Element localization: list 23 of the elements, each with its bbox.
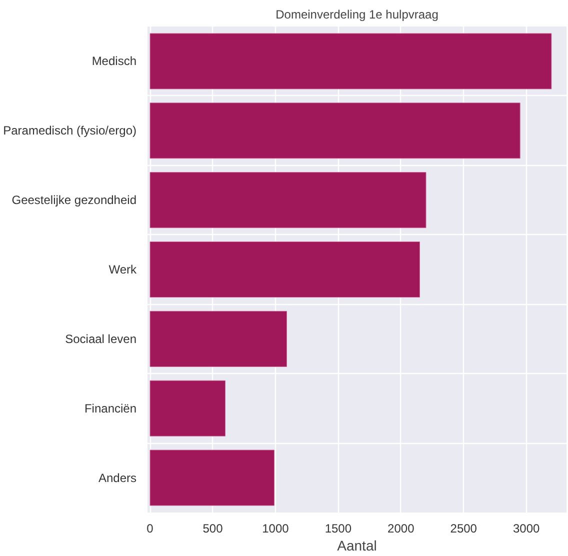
- bar: [150, 33, 552, 90]
- x-tick-label: 2000: [388, 522, 415, 536]
- bar: [150, 310, 287, 367]
- x-tick-label: 1000: [262, 522, 290, 536]
- y-tick-label: Geestelijke gezondheid: [12, 193, 137, 208]
- y-tick-label: Anders: [98, 470, 137, 485]
- bar: [150, 241, 420, 298]
- x-tick-label: 0: [146, 522, 154, 536]
- bar: [150, 450, 274, 506]
- x-tick-label: 500: [202, 522, 224, 536]
- y-tick-label: Medisch: [92, 54, 137, 68]
- chart-title: Domeinverdeling 1e hulpvraag: [276, 8, 438, 22]
- bar: [150, 102, 520, 159]
- y-tick-label: Werk: [108, 262, 138, 276]
- x-tick-label: 1500: [324, 522, 352, 536]
- x-tick-label: 2500: [450, 522, 478, 536]
- y-tick-label: Sociaal leven: [65, 332, 137, 346]
- x-tick-label: 3000: [513, 522, 540, 536]
- bar: [150, 172, 426, 228]
- y-tick-label: Financiën: [84, 401, 136, 416]
- y-tick-label: Paramedisch (fysio/ergo): [3, 124, 137, 138]
- bar: [150, 380, 226, 436]
- x-axis-title: Aantal: [337, 538, 377, 554]
